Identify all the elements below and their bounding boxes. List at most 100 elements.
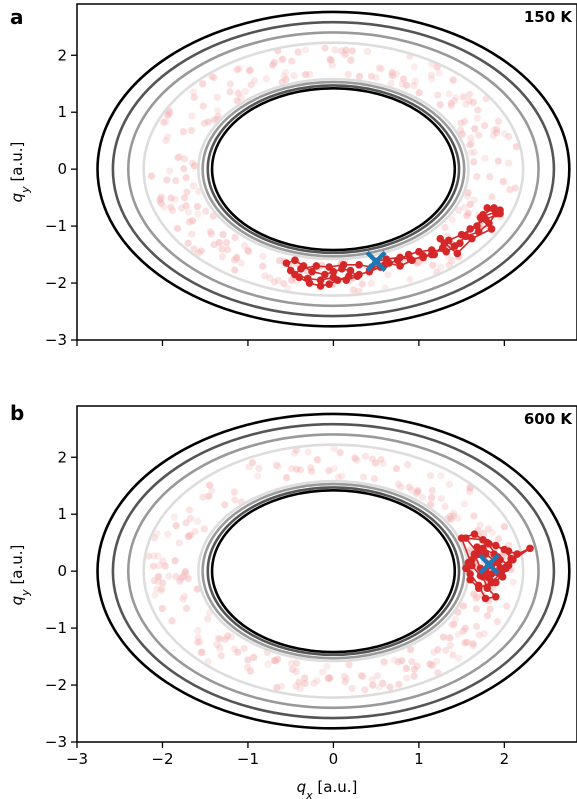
trajectory-point	[468, 561, 476, 570]
sample-point	[415, 89, 423, 97]
sample-point	[222, 238, 231, 247]
sample-point	[410, 672, 418, 680]
sample-point	[331, 46, 339, 54]
sample-point	[445, 90, 453, 98]
sample-point	[159, 118, 168, 126]
sample-point	[347, 56, 355, 64]
sample-point	[153, 529, 161, 538]
sample-point	[288, 665, 297, 674]
trajectory-point	[492, 541, 500, 550]
sample-point	[230, 488, 238, 496]
sample-point	[188, 112, 196, 120]
sample-point	[245, 67, 253, 75]
sample-point	[486, 605, 494, 613]
sample-point	[240, 644, 248, 653]
sample-point	[151, 591, 159, 599]
sample-point	[307, 463, 315, 472]
sample-point	[436, 101, 444, 109]
sample-point	[363, 47, 372, 56]
sample-point	[426, 472, 435, 480]
sample-point	[370, 475, 378, 483]
sample-point	[511, 184, 519, 192]
sample-point	[450, 96, 459, 105]
sample-point	[461, 117, 469, 126]
sample-point	[387, 79, 395, 87]
sample-point	[168, 617, 176, 625]
sample-point	[293, 659, 301, 667]
sample-point	[341, 50, 349, 58]
sample-point	[190, 162, 198, 170]
sample-point	[390, 656, 399, 664]
sample-point	[165, 572, 173, 580]
sample-point	[407, 646, 415, 654]
sample-point	[155, 562, 163, 570]
sample-point	[321, 44, 329, 52]
trajectory-point	[492, 578, 500, 587]
sample-point	[247, 81, 255, 89]
sample-point	[465, 90, 474, 98]
sample-point	[469, 98, 477, 106]
sample-point	[182, 174, 190, 182]
sample-point	[408, 657, 416, 666]
sample-point	[446, 634, 454, 642]
sample-point	[216, 644, 224, 652]
sample-point	[280, 279, 288, 288]
sample-point	[179, 595, 187, 603]
sample-point	[466, 484, 474, 492]
sample-point	[215, 239, 223, 247]
y-axis-label-var: q	[8, 596, 26, 606]
sample-point	[505, 132, 513, 141]
sample-point	[308, 467, 316, 475]
sample-point	[449, 76, 457, 84]
sample-point	[463, 638, 471, 646]
sample-point	[292, 465, 301, 473]
trajectory-point	[470, 550, 479, 558]
sample-point	[193, 202, 202, 211]
sample-point	[435, 69, 443, 77]
sample-point	[499, 177, 507, 186]
y-axis-label-unit: [a.u.]	[8, 545, 26, 590]
x-axis-label-sub: x	[305, 789, 313, 799]
sample-point	[198, 648, 206, 656]
trajectory-point	[490, 204, 498, 212]
trajectory-point	[496, 564, 504, 573]
sample-point	[206, 228, 215, 236]
panel-letter: b	[10, 401, 24, 425]
sample-point	[292, 668, 300, 676]
sample-point	[456, 126, 465, 134]
trajectory-point	[353, 272, 362, 281]
sample-point	[245, 463, 253, 471]
sample-point	[167, 203, 175, 211]
sample-point	[441, 223, 449, 232]
contour-ring	[96, 10, 571, 328]
sample-point	[379, 459, 387, 468]
sample-point	[186, 514, 195, 523]
contour-ring	[142, 443, 525, 699]
sample-point	[185, 506, 194, 514]
sample-point	[184, 208, 193, 216]
sample-point	[367, 279, 375, 288]
sample-point	[466, 141, 474, 149]
sample-point	[205, 492, 213, 500]
trajectory-point	[466, 575, 474, 584]
sample-point	[384, 271, 392, 279]
sample-point	[452, 93, 460, 102]
sample-point	[158, 584, 166, 593]
sample-point	[153, 585, 161, 593]
sample-point	[455, 654, 463, 662]
y-tick-label: 2	[57, 448, 67, 466]
sample-point	[375, 64, 383, 72]
sample-point	[208, 72, 216, 81]
sample-point	[170, 513, 178, 521]
trajectory-line	[285, 206, 504, 287]
sample-point	[506, 185, 514, 194]
sample-point	[454, 630, 462, 638]
trajectory-point	[308, 267, 316, 276]
sample-point	[372, 74, 380, 82]
sample-point	[375, 683, 383, 691]
sample-point	[357, 672, 365, 680]
x-tick-label: 0	[329, 750, 339, 768]
sample-point	[172, 522, 180, 530]
trajectory-point	[466, 225, 474, 233]
